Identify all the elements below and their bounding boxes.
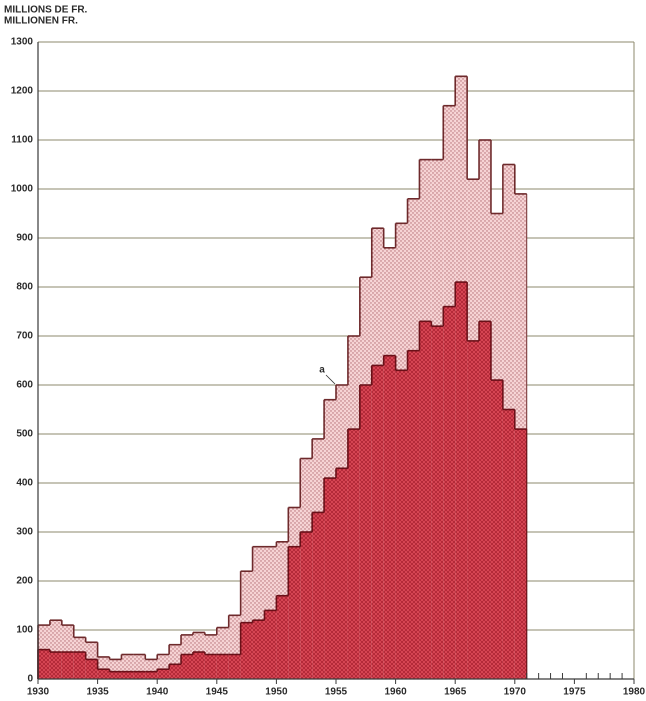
- step-bar: [97, 656, 110, 679]
- x-tick-label: 1935: [86, 687, 109, 698]
- step-bar: [145, 671, 158, 679]
- step-bar: [264, 610, 277, 679]
- step-bar: [169, 664, 182, 679]
- step-bar: [467, 340, 480, 679]
- y-tick-label: 400: [16, 478, 33, 489]
- step-bar: [121, 671, 134, 679]
- y-tick-label: 1300: [11, 37, 34, 48]
- step-bar: [204, 654, 217, 679]
- step-bar: [97, 669, 110, 679]
- step-bar: [324, 478, 336, 679]
- y-tick-label: 700: [16, 331, 33, 342]
- step-bar: [38, 649, 50, 679]
- step-bar: [85, 659, 98, 679]
- x-tick-label: 1965: [444, 687, 467, 698]
- step-bar: [300, 532, 313, 679]
- x-tick-label: 1955: [325, 687, 348, 698]
- y-tick-label: 0: [27, 674, 33, 685]
- y-tick-label: 200: [16, 576, 33, 587]
- step-bar: [157, 654, 170, 679]
- annotation-arrow: [325, 374, 336, 385]
- y-tick-label: 300: [16, 527, 33, 538]
- step-bar: [133, 654, 146, 679]
- step-bar: [490, 380, 503, 679]
- step-bar: [276, 595, 289, 679]
- y-tick-label: 500: [16, 429, 33, 440]
- axis-label: MILLIONEN FR.: [4, 16, 78, 27]
- step-bar: [407, 350, 420, 679]
- step-bar: [216, 654, 229, 679]
- step-bar: [216, 627, 229, 679]
- y-tick-label: 800: [16, 282, 33, 293]
- step-bar: [61, 652, 74, 679]
- step-bar: [49, 652, 62, 679]
- x-tick-label: 1950: [265, 687, 288, 698]
- step-bar: [133, 671, 146, 679]
- annotation: a: [319, 365, 325, 376]
- step-bar: [145, 659, 158, 679]
- x-tick-label: 1930: [27, 687, 50, 698]
- step-bar: [252, 620, 265, 679]
- step-bar: [121, 654, 134, 679]
- step-bar: [455, 282, 468, 679]
- step-bar: [359, 385, 372, 679]
- step-bar: [252, 546, 265, 679]
- y-tick-label: 600: [16, 380, 33, 391]
- step-bar: [395, 370, 408, 679]
- step-bar: [192, 652, 205, 679]
- step-bar: [431, 326, 444, 679]
- step-bar: [228, 615, 241, 679]
- step-bar: [336, 468, 348, 679]
- y-tick-label: 900: [16, 233, 33, 244]
- step-bar: [228, 654, 241, 679]
- x-tick-label: 1945: [206, 687, 229, 698]
- y-tick-label: 1000: [11, 184, 34, 195]
- step-bar: [419, 321, 432, 679]
- step-bar: [312, 512, 325, 679]
- step-bar: [479, 321, 491, 679]
- step-bar: [371, 365, 384, 679]
- x-tick-label: 1940: [146, 687, 169, 698]
- x-tick-label: 1970: [504, 687, 527, 698]
- step-bar: [73, 652, 86, 679]
- y-tick-label: 1200: [11, 86, 34, 97]
- step-bar: [514, 429, 527, 679]
- x-tick-label: 1960: [384, 687, 407, 698]
- step-bar: [49, 620, 62, 679]
- step-bar: [347, 429, 360, 679]
- axis-label: MILLIONS DE FR.: [4, 5, 88, 16]
- y-tick-label: 1100: [11, 135, 33, 146]
- x-tick-label: 1975: [563, 687, 586, 698]
- y-tick-label: 100: [16, 625, 33, 636]
- step-bar: [240, 622, 253, 679]
- step-bar: [288, 546, 301, 679]
- step-bar: [109, 671, 122, 679]
- step-bar: [109, 659, 122, 679]
- step-bar: [383, 355, 396, 679]
- x-tick-label: 1980: [623, 687, 646, 698]
- step-bar: [169, 644, 182, 679]
- step-bar: [157, 669, 170, 679]
- step-bar: [181, 654, 193, 679]
- step-bar: [502, 409, 515, 679]
- step-bar: [443, 306, 456, 679]
